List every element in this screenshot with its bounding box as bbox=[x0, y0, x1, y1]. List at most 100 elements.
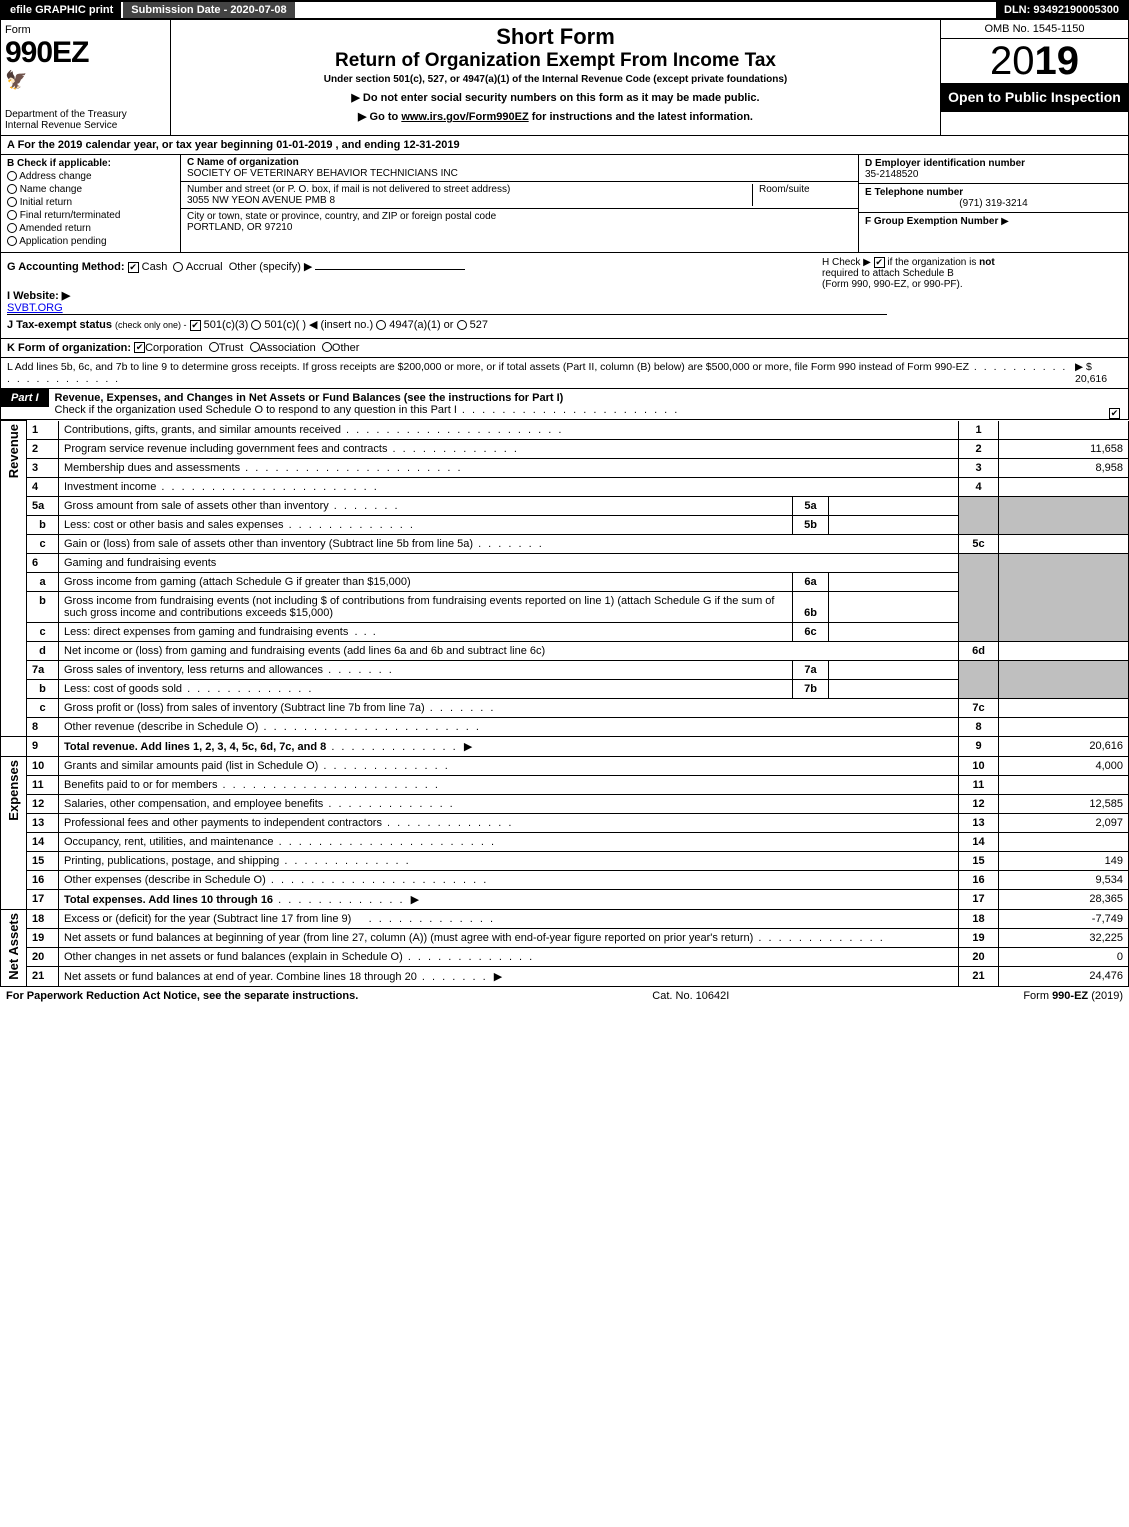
department-label: Department of the Treasury bbox=[5, 109, 166, 120]
footer-right-form: 990-EZ bbox=[1052, 990, 1088, 1002]
chk-address-change[interactable]: Address change bbox=[7, 171, 174, 182]
line-desc-text: Total revenue. Add lines 1, 2, 3, 4, 5c,… bbox=[64, 741, 326, 753]
line-num: a bbox=[27, 572, 59, 591]
line-ref: 8 bbox=[959, 717, 999, 736]
chk-schedule-o[interactable] bbox=[1109, 408, 1120, 419]
chk-association[interactable] bbox=[250, 342, 260, 352]
sidelabel-revenue: Revenue bbox=[1, 421, 27, 737]
line-desc-text: Total expenses. Add lines 10 through 16 bbox=[64, 894, 273, 906]
submission-date-button[interactable]: Submission Date - 2020-07-08 bbox=[123, 2, 296, 18]
chk-corporation[interactable] bbox=[134, 342, 145, 353]
line-amount: 2,097 bbox=[999, 813, 1129, 832]
line-ref: 14 bbox=[959, 832, 999, 851]
line-ref-shade bbox=[959, 496, 999, 534]
ein-value: 35-2148520 bbox=[865, 169, 918, 180]
chk-501c3[interactable] bbox=[190, 320, 201, 331]
line-amount bbox=[999, 775, 1129, 794]
footer-right-pre: Form bbox=[1023, 990, 1052, 1002]
line-num: c bbox=[27, 622, 59, 641]
tax-year: 2019 bbox=[941, 39, 1128, 83]
j-o3: 4947(a)(1) or bbox=[389, 319, 453, 331]
box-h: H Check ▶ if the organization is not req… bbox=[812, 257, 1122, 290]
chk-schedule-b[interactable] bbox=[874, 257, 885, 268]
chk-trust[interactable] bbox=[209, 342, 219, 352]
city-row: City or town, state or province, country… bbox=[181, 209, 858, 235]
h-text4: (Form 990, 990-EZ, or 990-PF). bbox=[822, 279, 963, 290]
line-subnum: 7a bbox=[793, 660, 829, 679]
line-desc-text: Salaries, other compensation, and employ… bbox=[64, 798, 323, 810]
chk-amended-return[interactable]: Amended return bbox=[7, 223, 174, 234]
org-name-label: C Name of organization bbox=[187, 157, 299, 168]
part1-title: Revenue, Expenses, and Changes in Net As… bbox=[49, 389, 1109, 419]
city-value: PORTLAND, OR 97210 bbox=[187, 222, 292, 233]
irs-link[interactable]: www.irs.gov/Form990EZ bbox=[401, 111, 528, 123]
line-num: b bbox=[27, 679, 59, 698]
chk-other-org[interactable] bbox=[322, 342, 332, 352]
line-desc: Other expenses (describe in Schedule O) bbox=[59, 870, 959, 889]
line-ref: 19 bbox=[959, 928, 999, 947]
line-j: J Tax-exempt status (check only one) - 5… bbox=[7, 318, 1122, 331]
line-amount: 32,225 bbox=[999, 928, 1129, 947]
line-num: 20 bbox=[27, 947, 59, 966]
part1-label: Part I bbox=[1, 389, 49, 407]
chk-initial-return[interactable]: Initial return bbox=[7, 197, 174, 208]
g-accrual: Accrual bbox=[186, 261, 223, 273]
line-ref: 5c bbox=[959, 534, 999, 553]
section-a-row: A For the 2019 calendar year, or tax yea… bbox=[0, 136, 1129, 155]
chk-cash[interactable] bbox=[128, 262, 139, 273]
chk-label: Final return/terminated bbox=[20, 210, 121, 221]
line-desc-text: Membership dues and assessments bbox=[64, 462, 240, 474]
line-ref: 11 bbox=[959, 775, 999, 794]
line-amount bbox=[999, 421, 1129, 440]
line-subnum: 7b bbox=[793, 679, 829, 698]
chk-527[interactable] bbox=[457, 320, 467, 330]
line-subamount bbox=[829, 496, 959, 515]
footer-right-post: (2019) bbox=[1088, 990, 1123, 1002]
chk-4947[interactable] bbox=[376, 320, 386, 330]
chk-accrual[interactable] bbox=[173, 262, 183, 272]
table-row: 13 Professional fees and other payments … bbox=[1, 813, 1129, 832]
g-other-input[interactable] bbox=[315, 269, 465, 270]
h-text3: required to attach Schedule B bbox=[822, 268, 954, 279]
chk-application-pending[interactable]: Application pending bbox=[7, 236, 174, 247]
footer-right: Form 990-EZ (2019) bbox=[1023, 990, 1123, 1002]
line-desc-text: Other expenses (describe in Schedule O) bbox=[64, 874, 266, 886]
j-o4: 527 bbox=[470, 319, 488, 331]
line-amount: 24,476 bbox=[999, 966, 1129, 986]
line-desc-text: Gross amount from sale of assets other t… bbox=[64, 500, 329, 512]
line-subamount bbox=[829, 572, 959, 591]
link-pre: ▶ Go to bbox=[358, 111, 401, 123]
chk-label: Application pending bbox=[19, 236, 106, 247]
chk-name-change[interactable]: Name change bbox=[7, 184, 174, 195]
table-row: 16 Other expenses (describe in Schedule … bbox=[1, 870, 1129, 889]
form-header: Form 990EZ 🦅 Department of the Treasury … bbox=[0, 20, 1129, 136]
chk-final-return[interactable]: Final return/terminated bbox=[7, 210, 174, 221]
line-ref: 12 bbox=[959, 794, 999, 813]
k-other-input[interactable] bbox=[359, 342, 479, 354]
l-amount: ▶ $ 20,616 bbox=[1075, 361, 1122, 385]
line-k: K Form of organization: Corporation Trus… bbox=[0, 339, 1129, 358]
table-row: 20 Other changes in net assets or fund b… bbox=[1, 947, 1129, 966]
chk-501c[interactable] bbox=[251, 320, 261, 330]
arrow-icon: ▶ bbox=[1001, 216, 1009, 227]
line-amount: 8,958 bbox=[999, 458, 1129, 477]
table-row: Revenue 1 Contributions, gifts, grants, … bbox=[1, 421, 1129, 440]
year-century: 20 bbox=[990, 39, 1035, 83]
line-ref: 4 bbox=[959, 477, 999, 496]
i-label: I Website: ▶ bbox=[7, 290, 70, 302]
line-num: 19 bbox=[27, 928, 59, 947]
efile-button[interactable]: efile GRAPHIC print bbox=[2, 2, 123, 18]
line-desc: Excess or (deficit) for the year (Subtra… bbox=[59, 909, 959, 928]
line-desc: Gaming and fundraising events bbox=[59, 553, 959, 572]
line-ref-shade bbox=[959, 553, 999, 641]
year-yy: 19 bbox=[1035, 39, 1080, 83]
ein-label: D Employer identification number bbox=[865, 158, 1025, 169]
street-label: Number and street (or P. O. box, if mail… bbox=[187, 184, 510, 195]
line-subnum: 5a bbox=[793, 496, 829, 515]
line-desc-text: Gain or (loss) from sale of assets other… bbox=[64, 538, 473, 550]
org-name-row: C Name of organization SOCIETY OF VETERI… bbox=[181, 155, 858, 182]
j-o1: 501(c)(3) bbox=[204, 319, 249, 331]
website-link[interactable]: SVBT.ORG bbox=[7, 302, 63, 314]
table-row: 6 Gaming and fundraising events bbox=[1, 553, 1129, 572]
line-ref: 6d bbox=[959, 641, 999, 660]
